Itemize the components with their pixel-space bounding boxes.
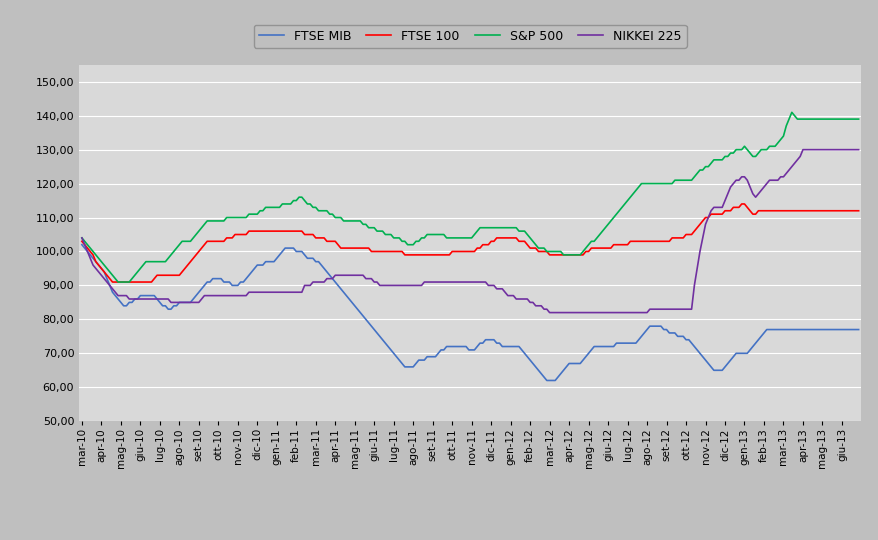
NIKKEI 225 [519, 296, 529, 302]
S&P 500 [522, 231, 532, 238]
S&P 500 [112, 279, 123, 285]
FTSE MIB [853, 326, 863, 333]
FTSE MIB [724, 357, 735, 363]
Line: FTSE 100: FTSE 100 [82, 204, 858, 282]
NIKKEI 225 [719, 197, 730, 204]
NIKKEI 225 [558, 309, 568, 316]
Line: S&P 500: S&P 500 [82, 112, 858, 282]
FTSE MIB [719, 363, 730, 370]
NIKKEI 225 [853, 146, 863, 153]
NIKKEI 225 [724, 184, 735, 190]
S&P 500 [76, 235, 87, 241]
FTSE 100 [452, 248, 463, 255]
S&P 500 [724, 150, 735, 156]
FTSE 100 [853, 207, 863, 214]
FTSE 100 [199, 241, 210, 248]
FTSE 100 [719, 207, 730, 214]
FTSE MIB [450, 343, 460, 350]
FTSE 100 [724, 207, 735, 214]
Line: FTSE MIB: FTSE MIB [82, 245, 858, 381]
FTSE MIB [76, 241, 87, 248]
S&P 500 [719, 153, 730, 160]
FTSE 100 [522, 241, 532, 248]
FTSE MIB [541, 377, 551, 384]
NIKKEI 225 [450, 279, 460, 285]
FTSE MIB [519, 350, 529, 356]
FTSE 100 [736, 201, 746, 207]
S&P 500 [199, 221, 210, 227]
NIKKEI 225 [796, 146, 807, 153]
FTSE MIB [196, 286, 206, 292]
S&P 500 [452, 235, 463, 241]
NIKKEI 225 [543, 309, 554, 316]
FTSE 100 [76, 238, 87, 245]
NIKKEI 225 [196, 296, 206, 302]
FTSE MIB [558, 367, 568, 374]
FTSE 100 [558, 252, 568, 258]
Line: NIKKEI 225: NIKKEI 225 [82, 150, 858, 313]
S&P 500 [558, 252, 568, 258]
NIKKEI 225 [76, 235, 87, 241]
FTSE 100 [107, 279, 118, 285]
Legend: FTSE MIB, FTSE 100, S&P 500, NIKKEI 225: FTSE MIB, FTSE 100, S&P 500, NIKKEI 225 [254, 25, 686, 48]
S&P 500 [786, 109, 796, 116]
S&P 500 [853, 116, 863, 123]
